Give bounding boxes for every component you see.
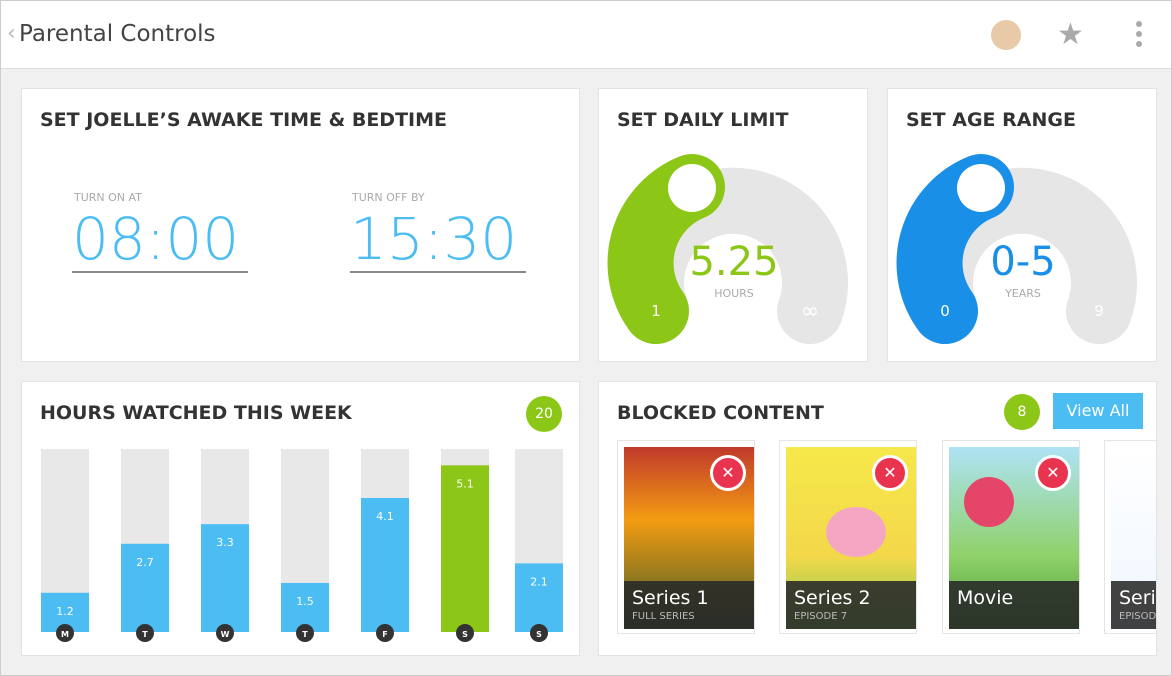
day-dot xyxy=(376,624,394,642)
menu-icon[interactable] xyxy=(1136,21,1142,47)
card-title: SET AGE RANGE xyxy=(906,109,1076,131)
tile-title: Series 1 xyxy=(632,587,709,609)
gauge-knob[interactable] xyxy=(668,164,716,212)
tile-subtitle: EPISODE 7 xyxy=(794,611,848,622)
gauge-knob[interactable] xyxy=(957,164,1005,212)
remove-button[interactable]: ✕ xyxy=(872,455,908,491)
bar xyxy=(121,543,169,632)
tile-title: Movie xyxy=(957,587,1014,609)
card-title: SET DAILY LIMIT xyxy=(617,109,789,131)
bar xyxy=(361,498,409,632)
bar xyxy=(441,465,489,632)
tile-subtitle: FULL SERIES xyxy=(632,611,695,622)
gauge-value: 0-5 xyxy=(990,239,1055,285)
card-title: SET JOELLE’S AWAKE TIME & BEDTIME xyxy=(40,109,447,131)
gauge-max: 9 xyxy=(1094,302,1104,320)
tile-subtitle: EPISODE xyxy=(1119,611,1157,622)
x-tick-label: T xyxy=(302,630,308,639)
gauge-min: 1 xyxy=(651,302,661,320)
bar-value: 1.2 xyxy=(56,605,74,618)
hours-card: HOURS WATCHED THIS WEEK 20 1.2 M 2.7 T 3.3 W 1… xyxy=(21,381,580,656)
x-tick-label: S xyxy=(536,630,542,639)
total-badge: 20 xyxy=(526,396,562,432)
x-tick-label: F xyxy=(382,630,387,639)
age-range-card: SET AGE RANGE 0-5 YEARS 0 9 xyxy=(887,88,1157,362)
gauge-unit: YEARS xyxy=(1004,287,1041,300)
content-tile[interactable]: ✕ Series 1 FULL SERIES xyxy=(617,440,755,634)
page-title: Parental Controls xyxy=(19,21,216,47)
tile-title: Series 2 xyxy=(794,587,871,609)
content-tile[interactable]: ✕ Series 2 EPISODE 7 xyxy=(779,440,917,634)
content-tile[interactable]: ✕ Movie xyxy=(942,440,1080,634)
day-dot xyxy=(56,624,74,642)
gauge-value: 5.25 xyxy=(689,239,778,285)
view-all-button[interactable]: View All xyxy=(1053,393,1143,429)
x-tick-label: M xyxy=(61,630,69,639)
time-input[interactable]: 08:00 xyxy=(72,207,248,273)
day-dot xyxy=(296,624,314,642)
card-title: HOURS WATCHED THIS WEEK xyxy=(40,402,352,424)
gauge: 5.25 HOURS 1 ∞ xyxy=(607,154,848,344)
day-dot xyxy=(456,624,474,642)
x-tick-label: T xyxy=(142,630,148,639)
gauge-unit: HOURS xyxy=(714,287,754,300)
gauge: 0-5 YEARS 0 9 xyxy=(896,154,1137,344)
schedule-card: SET JOELLE’S AWAKE TIME & BEDTIME TURN O… xyxy=(21,88,580,362)
card-title: BLOCKED CONTENT xyxy=(617,402,824,424)
tile-title: Series xyxy=(1119,587,1156,609)
label: TURN ON AT xyxy=(74,191,142,204)
time-input[interactable]: 15:30 xyxy=(350,207,526,273)
x-tick-label: W xyxy=(221,630,230,639)
bar xyxy=(201,524,249,632)
header: ‹ Parental Controls ★ xyxy=(1,1,1171,69)
gauge-max: ∞ xyxy=(801,299,819,324)
avatar[interactable] xyxy=(991,20,1021,50)
remove-button[interactable]: ✕ xyxy=(710,455,746,491)
back-icon[interactable]: ‹ xyxy=(7,21,16,46)
count-badge: 8 xyxy=(1004,394,1040,430)
bar xyxy=(515,563,563,632)
day-dot xyxy=(136,624,154,642)
day-dot xyxy=(530,624,548,642)
bar xyxy=(281,582,329,632)
daily-limit-card: SET DAILY LIMIT 5.25 HOURS 1 ∞ xyxy=(598,88,868,362)
bar-value: 2.1 xyxy=(530,575,548,588)
day-dot xyxy=(216,624,234,642)
star-icon[interactable]: ★ xyxy=(1057,17,1084,52)
bar-chart: 1.2 M 2.7 T 3.3 W 1.5 T 4.1 F 5.1 S 2.1 S xyxy=(41,449,563,642)
bar-value: 1.5 xyxy=(296,595,314,608)
gauge-min: 0 xyxy=(940,302,950,320)
bar-value: 4.1 xyxy=(376,510,394,523)
label: TURN OFF BY xyxy=(352,191,425,204)
x-tick-label: S xyxy=(462,630,468,639)
remove-button[interactable]: ✕ xyxy=(1035,455,1071,491)
bar-value: 3.3 xyxy=(216,536,234,549)
bar-value: 5.1 xyxy=(456,477,474,490)
content-tile[interactable]: Series EPISODE xyxy=(1104,440,1157,634)
bar-value: 2.7 xyxy=(136,556,154,569)
blocked-card: BLOCKED CONTENT 8 View All ✕ Series 1 FULL… xyxy=(598,381,1157,656)
